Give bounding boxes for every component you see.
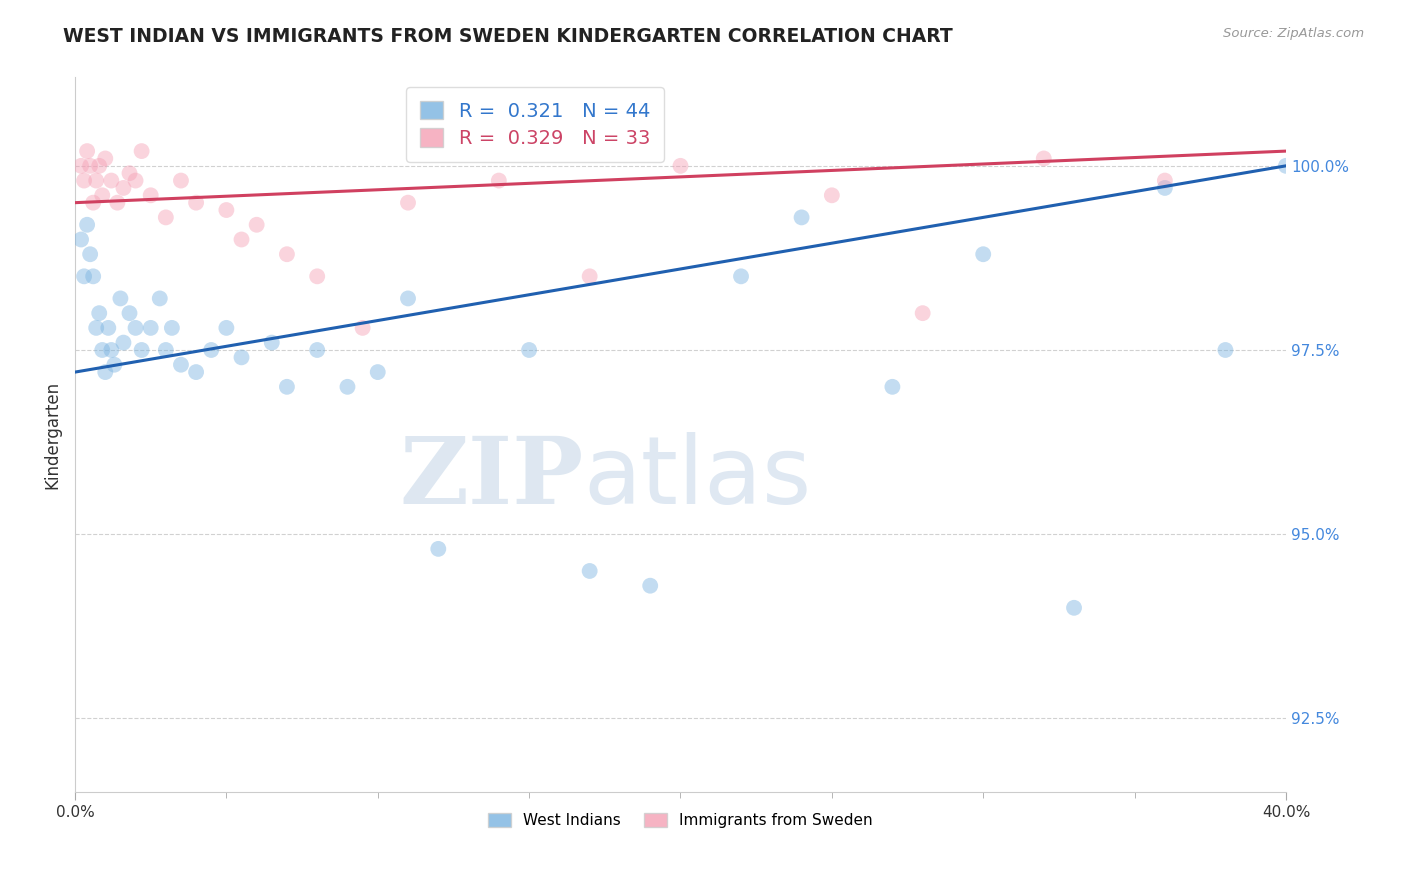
Point <box>352 321 374 335</box>
Point <box>276 247 298 261</box>
Point <box>160 321 183 335</box>
Point <box>73 173 96 187</box>
Point <box>89 159 111 173</box>
Point <box>578 564 600 578</box>
Point <box>70 232 93 246</box>
Point <box>1032 152 1054 166</box>
Point <box>215 321 238 335</box>
Point <box>70 159 93 173</box>
Point <box>76 218 98 232</box>
Point <box>131 343 153 357</box>
Point <box>94 152 117 166</box>
Point <box>1153 181 1175 195</box>
Point <box>84 321 107 335</box>
Point <box>82 269 104 284</box>
Point <box>79 159 101 173</box>
Point <box>89 306 111 320</box>
Point <box>276 380 298 394</box>
Point <box>110 292 132 306</box>
Point <box>155 343 177 357</box>
Point <box>215 202 238 217</box>
Point <box>1275 159 1298 173</box>
Point <box>882 380 904 394</box>
Point <box>517 343 540 357</box>
Point <box>84 173 107 187</box>
Point <box>260 335 283 350</box>
Point <box>307 269 329 284</box>
Point <box>100 173 122 187</box>
Point <box>112 181 135 195</box>
Point <box>170 358 193 372</box>
Point <box>246 218 269 232</box>
Point <box>184 365 207 379</box>
Text: atlas: atlas <box>583 432 811 524</box>
Y-axis label: Kindergarten: Kindergarten <box>44 381 60 489</box>
Point <box>231 351 253 365</box>
Point <box>76 144 98 158</box>
Point <box>578 269 600 284</box>
Legend: West Indians, Immigrants from Sweden: West Indians, Immigrants from Sweden <box>482 806 879 834</box>
Point <box>821 188 844 202</box>
Point <box>231 232 253 246</box>
Point <box>112 335 135 350</box>
Point <box>972 247 994 261</box>
Point <box>118 166 141 180</box>
Point <box>1063 600 1085 615</box>
Point <box>307 343 329 357</box>
Point <box>730 269 752 284</box>
Point <box>82 195 104 210</box>
Point <box>91 343 114 357</box>
Point <box>1153 173 1175 187</box>
Point <box>170 173 193 187</box>
Point <box>396 292 419 306</box>
Point <box>669 159 692 173</box>
Point <box>124 173 146 187</box>
Point <box>911 306 934 320</box>
Point <box>139 321 162 335</box>
Point <box>427 541 450 556</box>
Point <box>638 579 661 593</box>
Point <box>124 321 146 335</box>
Point <box>100 343 122 357</box>
Point <box>367 365 389 379</box>
Point <box>1215 343 1237 357</box>
Text: Source: ZipAtlas.com: Source: ZipAtlas.com <box>1223 27 1364 40</box>
Point <box>336 380 359 394</box>
Point <box>94 365 117 379</box>
Point <box>97 321 120 335</box>
Point <box>200 343 222 357</box>
Point <box>149 292 172 306</box>
Point <box>139 188 162 202</box>
Point <box>184 195 207 210</box>
Text: WEST INDIAN VS IMMIGRANTS FROM SWEDEN KINDERGARTEN CORRELATION CHART: WEST INDIAN VS IMMIGRANTS FROM SWEDEN KI… <box>63 27 953 45</box>
Point <box>396 195 419 210</box>
Point <box>73 269 96 284</box>
Point <box>79 247 101 261</box>
Point <box>105 195 128 210</box>
Point <box>488 173 510 187</box>
Point <box>103 358 125 372</box>
Point <box>155 211 177 225</box>
Point <box>790 211 813 225</box>
Text: ZIP: ZIP <box>399 433 583 523</box>
Point <box>118 306 141 320</box>
Point <box>91 188 114 202</box>
Point <box>131 144 153 158</box>
